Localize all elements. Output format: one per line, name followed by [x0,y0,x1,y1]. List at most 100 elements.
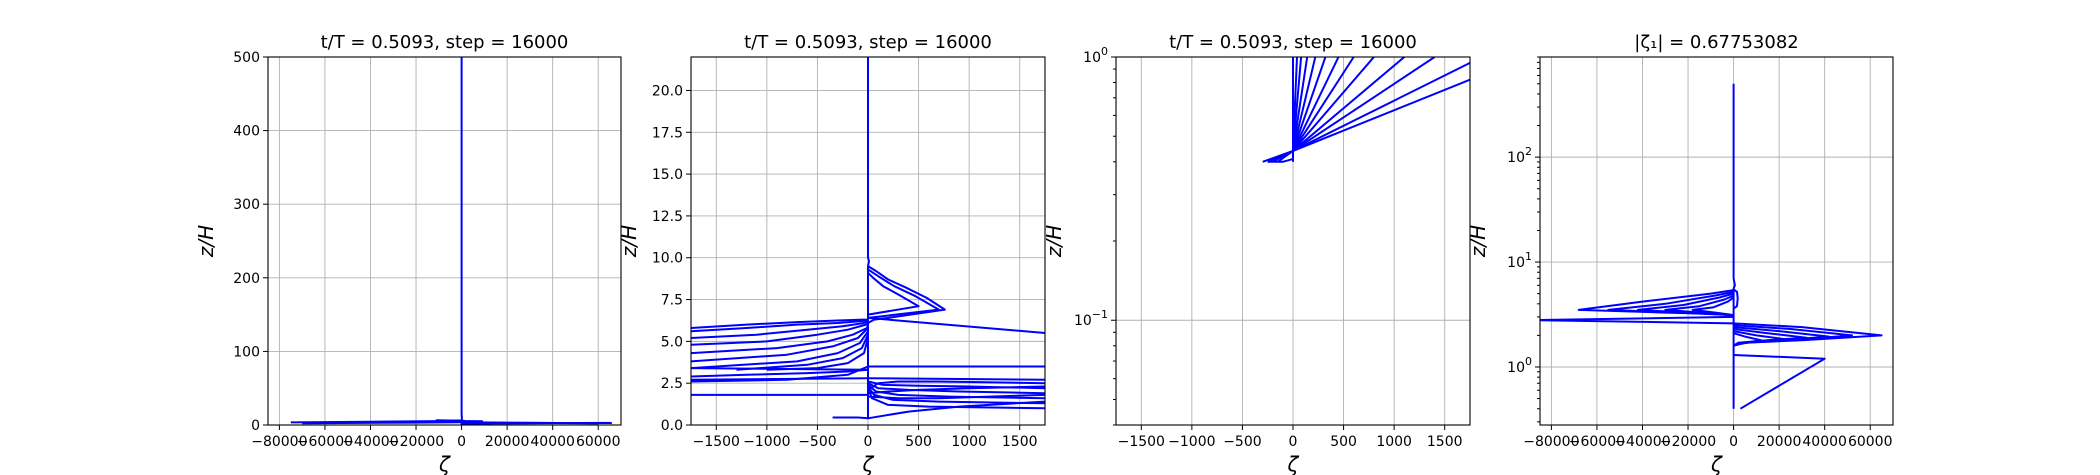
subplot-2: −1500 −1000 −500 0 500 1000 1500 0.0 2.5 5.0 7.5 10… [617,32,1046,475]
y-tick-label: 100 [233,344,260,360]
y-tick-label: 10.0 [652,251,683,267]
series-line [1292,57,1355,152]
series-line [867,393,1045,400]
series-line [736,334,869,371]
series-line [1733,354,1826,410]
y-tick-label: 5.0 [661,334,683,350]
y-tick-label: 2.5 [661,376,683,392]
x-tick-label: 1500 [1427,434,1463,450]
y-tick-label: 200 [233,271,260,287]
series-line [867,316,1045,334]
series-line [1292,57,1340,152]
chart-title: |ζ₁| = 0.67753082 [1634,32,1798,53]
series-group [691,57,1045,420]
y-tick-label: 7.5 [661,293,683,309]
series-line [1292,57,1327,152]
x-tick-label: 60000 [576,434,621,450]
x-tick-label: −20000 [388,434,444,450]
y-tick-label: 300 [233,197,260,213]
x-tick-label: −80000 [251,434,307,450]
x-tick-label: −1500 [1118,434,1165,450]
y-tick-label: 100 [1083,45,1108,66]
subplot-4: −80000−60000−40000−20000 0 20000 40000 60000… [1466,32,1894,475]
x-axis-label: ζ [862,452,875,475]
y-tick-label: 20.0 [652,83,683,99]
series-line [691,318,868,329]
x-tick-label: −40000 [342,434,398,450]
series-line [691,377,1045,381]
series-line [1732,288,1739,310]
y-axis-label: z/H [617,225,641,258]
x-tick-label: −40000 [1614,434,1670,450]
subplot-3: −1500 −1000 −500 0 500 1000 1500 10−1 100 t/T = 0… [1042,32,1471,475]
series-line [832,400,1045,420]
y-tick-label: 500 [233,50,260,66]
x-tick-label: 0 [864,434,873,450]
x-axis-label: ζ [1287,452,1300,475]
series-group [1540,83,1883,410]
series-line [691,322,869,346]
series-line [691,367,869,378]
series-line [1732,83,1736,409]
x-tick-label: 60000 [1848,434,1893,450]
axes-frame [1539,56,1894,426]
x-tick-label: 500 [905,434,932,450]
series-line [691,365,1045,383]
x-tick-label: 0 [457,434,466,450]
x-tick-label: −1000 [743,434,790,450]
x-tick-label: 40000 [1802,434,1847,450]
x-tick-label: −60000 [297,434,353,450]
chart-title: t/T = 0.5093, step = 16000 [744,32,992,53]
grid-lines [1540,57,1893,425]
x-tick-label: 0 [1289,434,1298,450]
x-tick-label: −60000 [1569,434,1625,450]
x-tick-label: −1000 [1168,434,1215,450]
x-tick-label: 20000 [485,434,530,450]
series-line [1292,57,1375,152]
chart-title: t/T = 0.5093, step = 16000 [1169,32,1417,53]
series-line [435,57,484,425]
x-tick-label: −20000 [1660,434,1716,450]
y-tick-label: 12.5 [652,209,683,225]
x-tick-label: 1000 [1376,434,1412,450]
series-line [691,330,869,370]
y-axis-label: z/H [1042,225,1066,258]
series-line [1733,332,1762,347]
series-line [1292,57,1317,152]
series-line [867,272,920,316]
x-tick-label: 40000 [530,434,575,450]
axes-frame [267,56,622,426]
x-tick-label: 1500 [1002,434,1038,450]
series-line [867,57,870,419]
series-line [691,327,869,363]
subplot-1: −80000−60000−40000−20000 0 20000 40000 60000… [194,32,622,475]
chart-title: t/T = 0.5093, step = 16000 [321,32,569,53]
x-tick-label: 1000 [951,434,987,450]
y-axis-label: z/H [1466,225,1490,258]
x-tick-label: −500 [1223,434,1261,450]
series-line [867,387,1045,410]
series-line [691,320,869,339]
series-group [290,57,613,425]
x-tick-label: −500 [798,434,836,450]
series-line [691,319,869,333]
y-tick-label: 101 [1507,250,1532,271]
y-axis-label: z/H [194,225,218,258]
series-line [867,265,946,324]
y-tick-label: 15.0 [652,167,683,183]
y-tick-label: 400 [233,124,260,140]
series-line [867,380,1045,391]
series-line [1267,157,1294,163]
x-tick-label: −80000 [1523,434,1579,450]
series-group [1262,57,1470,163]
x-axis-label: ζ [438,452,451,475]
series-line [1540,315,1734,325]
x-tick-label: 0 [1729,434,1738,450]
y-tick-label: 0 [251,418,260,434]
y-tick-label: 102 [1507,145,1532,166]
series-line [1292,57,1309,152]
y-tick-label: 17.5 [652,125,683,141]
series-line [1292,57,1298,151]
series-line [1691,296,1735,317]
